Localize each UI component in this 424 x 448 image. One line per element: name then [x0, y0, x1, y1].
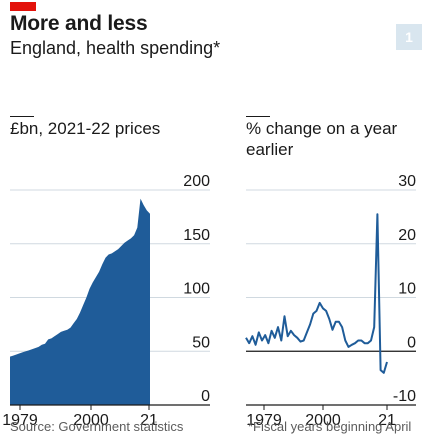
y-tick-label: 0 [407, 334, 416, 351]
x-tick-label: 2000 [73, 412, 109, 429]
footnote: *Fiscal years beginning April [248, 419, 412, 434]
source-note: Source: Government statistics [10, 419, 184, 434]
x-tick-label: 1979 [2, 412, 38, 429]
y-tick-label: 10 [398, 281, 416, 298]
y-tick-label: 100 [183, 281, 210, 298]
x-tick-label: 2000 [305, 412, 341, 429]
y-tick-label: 0 [201, 388, 210, 405]
right-panel-title: % change on a year earlier [246, 119, 398, 159]
x-tick-label: 1979 [246, 412, 282, 429]
change-line [245, 213, 388, 374]
x-tick-label: 21 [378, 412, 396, 429]
y-tick-label: 150 [183, 227, 210, 244]
y-tick-label: 20 [398, 227, 416, 244]
chart-title: More and less [10, 12, 148, 35]
y-tick-label: 200 [183, 173, 210, 190]
x-tick-label: 21 [140, 412, 158, 429]
chart-number-badge: 1 [396, 24, 422, 50]
y-tick-label: 50 [192, 334, 210, 351]
left-panel-title: £bn, 2021-22 prices [10, 119, 161, 138]
y-tick-label: 30 [398, 173, 416, 190]
right-panel-title-rule [246, 116, 270, 117]
brand-red-tag [10, 2, 36, 11]
spending-area [10, 198, 150, 405]
chart-subtitle: England, health spending* [10, 38, 221, 58]
left-panel-title-rule [10, 116, 34, 117]
y-tick-label: -10 [393, 388, 416, 405]
